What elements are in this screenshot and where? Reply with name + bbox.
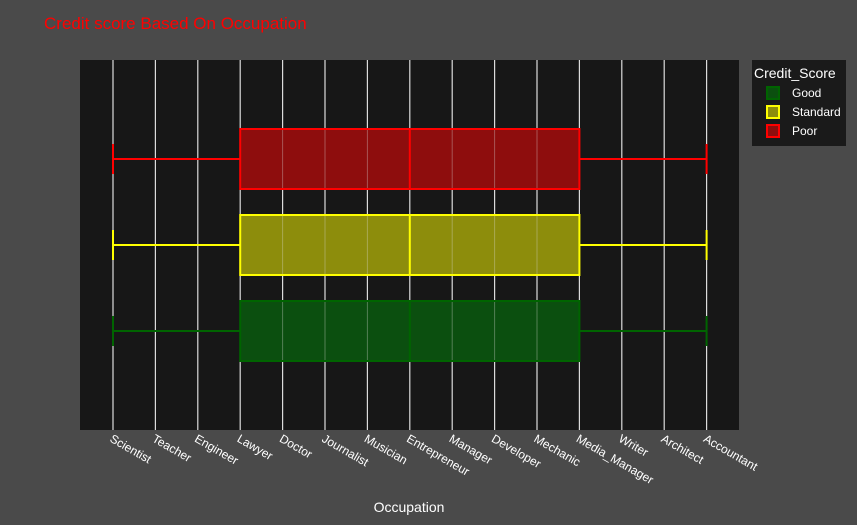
x-tick-label: Accountant — [701, 431, 761, 473]
legend-swatch-standard — [766, 105, 780, 119]
legend-title: Credit_Score — [754, 65, 836, 81]
box-poor[interactable] — [112, 128, 708, 190]
x-tick-label: Lawyer — [235, 431, 276, 462]
chart-title: Credit score Based On Occupation — [44, 14, 307, 33]
x-tick-label: Musician — [362, 431, 410, 467]
legend-label-good: Good — [792, 86, 822, 100]
legend: Credit_Score Good Standard Poor — [752, 60, 846, 146]
box-good[interactable] — [112, 300, 708, 362]
x-tick-label: Journalist — [320, 431, 372, 469]
x-axis-title: Occupation — [374, 499, 445, 515]
x-tick-label: Doctor — [277, 431, 315, 461]
box-plots — [112, 128, 708, 362]
legend-swatch-good — [766, 86, 780, 100]
x-tick-label: Teacher — [150, 431, 194, 464]
legend-item-good[interactable]: Good — [766, 86, 846, 100]
legend-swatch-poor — [766, 124, 780, 138]
x-tick-label: Engineer — [192, 431, 241, 467]
legend-item-standard[interactable]: Standard — [766, 105, 846, 119]
x-tick-label: Architect — [659, 431, 707, 467]
legend-item-poor[interactable]: Poor — [766, 124, 846, 138]
x-tick-label: Scientist — [108, 431, 155, 466]
legend-label-poor: Poor — [792, 124, 818, 138]
box-standard[interactable] — [112, 214, 708, 276]
legend-label-standard: Standard — [792, 105, 841, 119]
